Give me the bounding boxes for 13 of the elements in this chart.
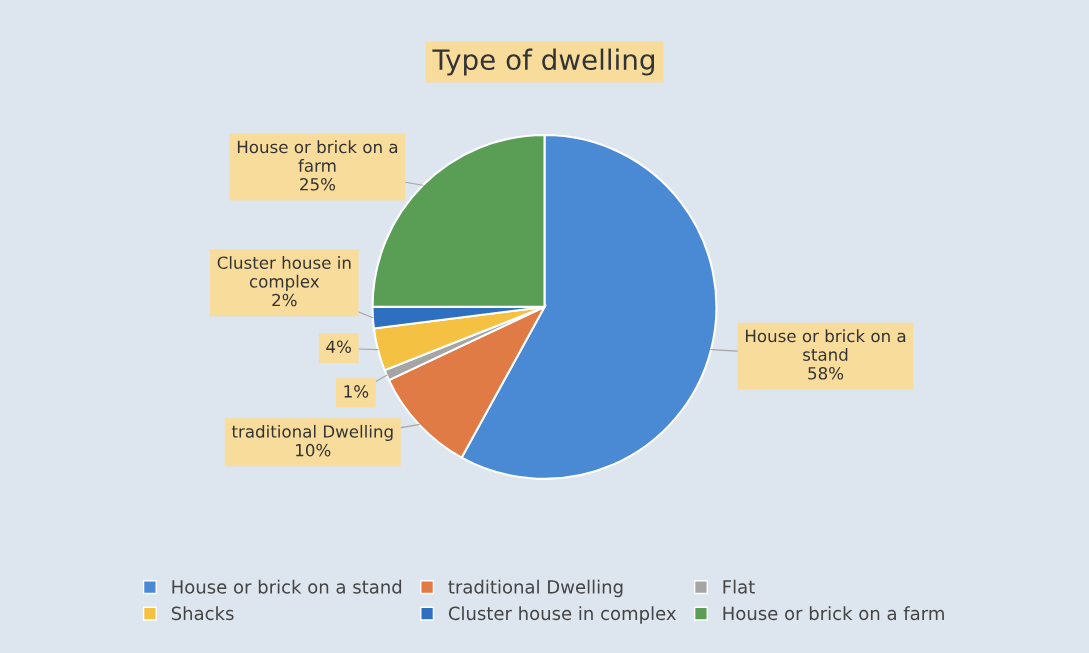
legend-label: traditional Dwelling: [448, 579, 623, 598]
data-label: traditional Dwelling 10%: [231, 424, 393, 457]
legend-label: Flat: [723, 579, 755, 594]
data-label: 1%: [344, 385, 369, 398]
data-label: 4%: [326, 340, 351, 354]
legend-label: Cluster house in complex: [448, 606, 676, 624]
legend-label: Shacks: [171, 606, 234, 621]
data-label: House or brick on a farm 25%: [237, 140, 398, 191]
data-label: House or brick on a stand 58%: [745, 329, 906, 380]
data-label: Cluster house in complex 2%: [217, 256, 351, 307]
legend-label: House or brick on a stand: [172, 579, 402, 594]
legend-label: House or brick on a farm: [723, 606, 944, 621]
chart-title: Type of dwelling: [432, 48, 654, 76]
